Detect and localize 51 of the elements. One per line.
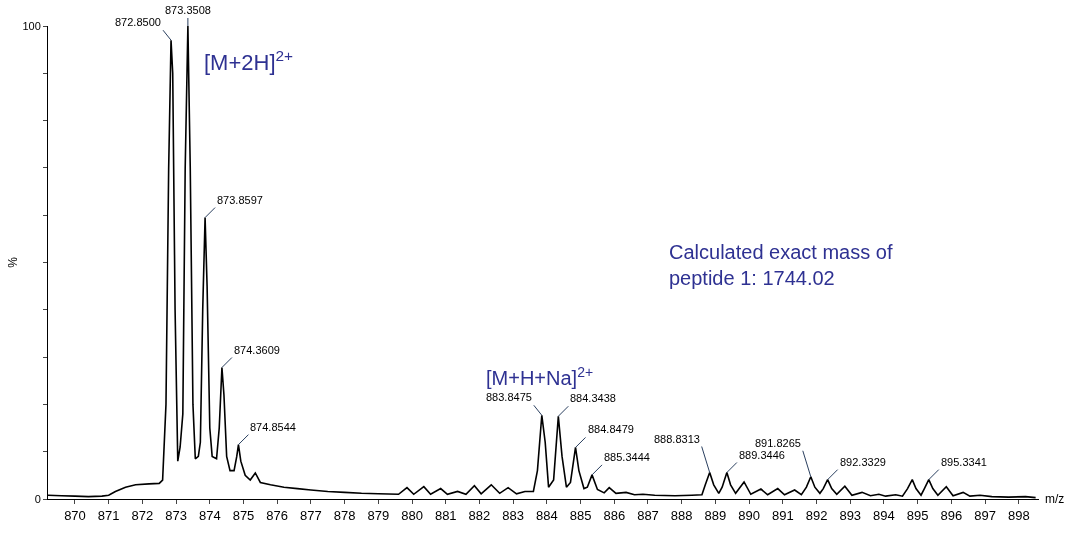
- annotation: 891.8265: [755, 437, 801, 449]
- x-tick-label: 872: [131, 507, 154, 523]
- annotation: Calculated exact mass of peptide 1: 1744.02: [669, 241, 893, 289]
- annotation: [M+2H]$^{2+}$: [204, 47, 294, 76]
- x-tick-label: 890: [738, 507, 760, 523]
- annotation: 873.8597: [217, 194, 263, 206]
- x-tick-label: 874: [198, 507, 221, 523]
- annotation: 874.3609: [234, 344, 280, 356]
- x-tick-label: 876: [266, 507, 289, 523]
- x-tick-label: 891: [771, 507, 794, 523]
- x-tick-label: 898: [1007, 507, 1030, 523]
- x-tick-label: 892: [805, 507, 828, 523]
- x-tick-label: 877: [300, 507, 322, 523]
- x-tick-label: 895: [906, 507, 929, 523]
- annotation: 884.8479: [588, 423, 634, 435]
- annotation: 895.3341: [941, 456, 987, 468]
- x-axis-title: m/z: [1045, 492, 1065, 506]
- x-tick-label: 878: [333, 507, 356, 523]
- annotation: 873.3508: [165, 4, 211, 16]
- x-tick-label: 886: [603, 507, 626, 523]
- x-tick-label: 894: [873, 507, 895, 523]
- annotation: 874.8544: [250, 421, 296, 433]
- x-tick-label: 880: [401, 507, 423, 523]
- annotation: 892.3329: [840, 456, 886, 468]
- x-tick-label: 897: [974, 507, 996, 523]
- x-tick-label: 881: [434, 507, 457, 523]
- line-series: [48, 26, 1037, 499]
- x-tick-label: 896: [940, 507, 963, 523]
- annotation: 885.3444: [604, 451, 650, 463]
- x-tick-label: 873: [165, 507, 187, 523]
- x-tick-label: 885: [569, 507, 592, 523]
- x-tick-label: 889: [704, 507, 727, 523]
- x-tick-label: 882: [468, 507, 491, 523]
- x-tick-label: 870: [64, 507, 86, 523]
- annotation: [M+H+Na]$^{2+}$: [486, 364, 594, 390]
- annotation: 884.3438: [570, 392, 616, 404]
- x-tick-label: 884: [536, 507, 558, 523]
- x-tick-label: 879: [367, 507, 390, 523]
- y-tick-label: 0: [34, 492, 41, 505]
- x-tick-label: 871: [97, 507, 120, 523]
- x-tick-label: 875: [232, 507, 255, 523]
- x-tick-label: 888: [670, 507, 693, 523]
- x-tick-label: 883: [502, 507, 525, 523]
- x-tick-label: 887: [637, 507, 659, 523]
- annotation: 889.3446: [739, 449, 785, 461]
- y-tick-label: 100: [22, 19, 41, 32]
- annotation: 883.8475: [486, 391, 532, 403]
- x-tick-label: 893: [839, 507, 862, 523]
- y-axis-title: %: [5, 256, 20, 268]
- annotation: 888.8313: [654, 433, 700, 445]
- annotation: 872.8500: [115, 16, 161, 28]
